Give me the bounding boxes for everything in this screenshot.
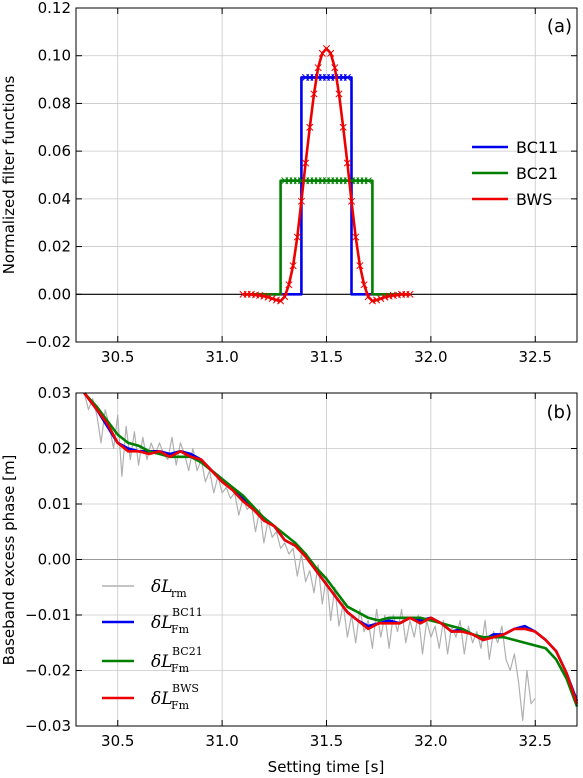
series-marker-bc21 [364,177,372,185]
x-tick-label: 30.5 [101,348,134,366]
y-tick-label: 0.02 [38,440,71,458]
y-tick-label: 0.06 [38,142,71,160]
series-marker-bws [356,262,364,270]
legend-superscript: BWS [172,682,199,695]
series-marker-bws [331,64,339,72]
panel-b-label: (b) [547,402,572,423]
panel-a-label: (a) [547,16,572,37]
panel-a-legend: BC11 BC21 BWS [472,138,558,209]
legend-label: BC21 [516,164,558,183]
series-marker-bws [260,292,268,300]
series-marker-bws [406,290,414,298]
legend-item-bc21: BC21 [472,164,558,183]
y-tick-label: −0.02 [25,662,71,680]
series-marker-bws [377,295,385,303]
series-line-l-rm [83,392,536,722]
series-line-l-fm-bws [83,392,579,705]
legend-superscript: BC11 [172,606,203,619]
panel-b-y-axis-label: Baseband excess phase [m] [0,455,18,666]
series-marker-bws [272,296,280,304]
legend-subscript: Fm [171,699,190,712]
y-tick-label: 0.10 [38,47,71,65]
panel-b: 30.5 31.0 31.5 32.0 32.5 −0.03 −0.02 −0.01 0.00… [0,384,579,776]
y-tick-label: −0.03 [25,717,71,735]
legend-subscript: Fm [171,662,190,675]
y-tick-label: 0.04 [38,190,71,208]
series-marker-bws [373,296,381,304]
legend-superscript: BC21 [172,645,203,658]
series-marker-bws [310,90,318,98]
y-tick-label: 0.02 [38,238,71,256]
legend-item-bc11: BC11 [472,138,558,157]
y-tick-label: 0.00 [38,551,71,569]
legend-label: BWS [516,190,552,209]
series-marker-bws [285,281,293,289]
x-tick-label: 31.0 [205,732,238,750]
panel-a-series [239,45,414,305]
y-tick-label: 0.00 [38,285,71,303]
series-marker-bws [352,233,360,241]
legend-item-bws: BWS [472,190,552,209]
x-tick-label: 32.5 [519,348,552,366]
legend-subscript: Fm [171,623,190,636]
x-tick-label: 32.0 [414,348,447,366]
x-tick-label: 30.5 [101,732,134,750]
series-marker-bws [268,295,276,303]
legend-symbol: δL [151,577,173,597]
y-tick-label: 0.01 [38,495,71,513]
x-tick-label: 31.0 [205,348,238,366]
series-marker-bws [347,197,356,205]
panel-b-series [83,392,579,722]
x-tick-label: 32.0 [414,732,447,750]
x-tick-label: 32.5 [519,732,552,750]
x-tick-label: 31.5 [310,732,343,750]
series-marker-bws [281,293,289,301]
series-marker-bws [293,233,301,241]
series-marker-bws [314,64,322,72]
y-tick-label: −0.01 [25,606,71,624]
series-marker-bws [264,293,272,301]
panel-a-grid [76,7,577,343]
legend-subscript: rm [171,587,187,600]
panel-b-y-ticks: −0.03 −0.02 −0.01 0.00 0.01 0.02 0.03 [25,384,577,735]
series-marker-bws [368,297,376,305]
series-marker-bws [339,123,347,131]
legend-label: BC11 [516,138,558,157]
series-marker-bws [335,90,343,98]
series-marker-bws [302,159,310,167]
series-marker-bws [297,197,306,205]
panel-a-y-axis-label: Normalized filter functions [0,76,18,275]
legend-symbol: δL [151,689,173,709]
series-marker-bws [360,281,368,289]
series-marker-bws [327,49,335,57]
y-tick-label: 0.08 [38,94,71,112]
series-marker-bws [289,262,297,270]
legend-symbol: δL [151,652,173,672]
panel-a-y-ticks: −0.02 0.00 0.02 0.04 0.06 0.08 0.10 0.12 [25,0,577,351]
y-tick-label: 0.12 [38,0,71,17]
y-tick-label: 0.03 [38,384,71,402]
series-marker-bws [306,123,314,131]
series-marker-bc11 [343,73,351,81]
panel-b-x-axis-label: Setting time [s] [268,758,385,776]
panel-a-x-ticks: 30.5 31.0 31.5 32.0 32.5 [101,8,552,366]
x-tick-label: 31.5 [310,348,343,366]
panel-a: 30.5 31.0 31.5 32.0 32.5 −0.02 0.00 0.02 0.04 0.… [0,0,578,366]
series-marker-bws [381,293,389,301]
series-marker-bws [343,159,351,167]
y-tick-label: −0.02 [25,333,71,351]
legend-symbol: δL [151,613,173,633]
panel-b-x-ticks: 30.5 31.0 31.5 32.0 32.5 [101,393,552,750]
